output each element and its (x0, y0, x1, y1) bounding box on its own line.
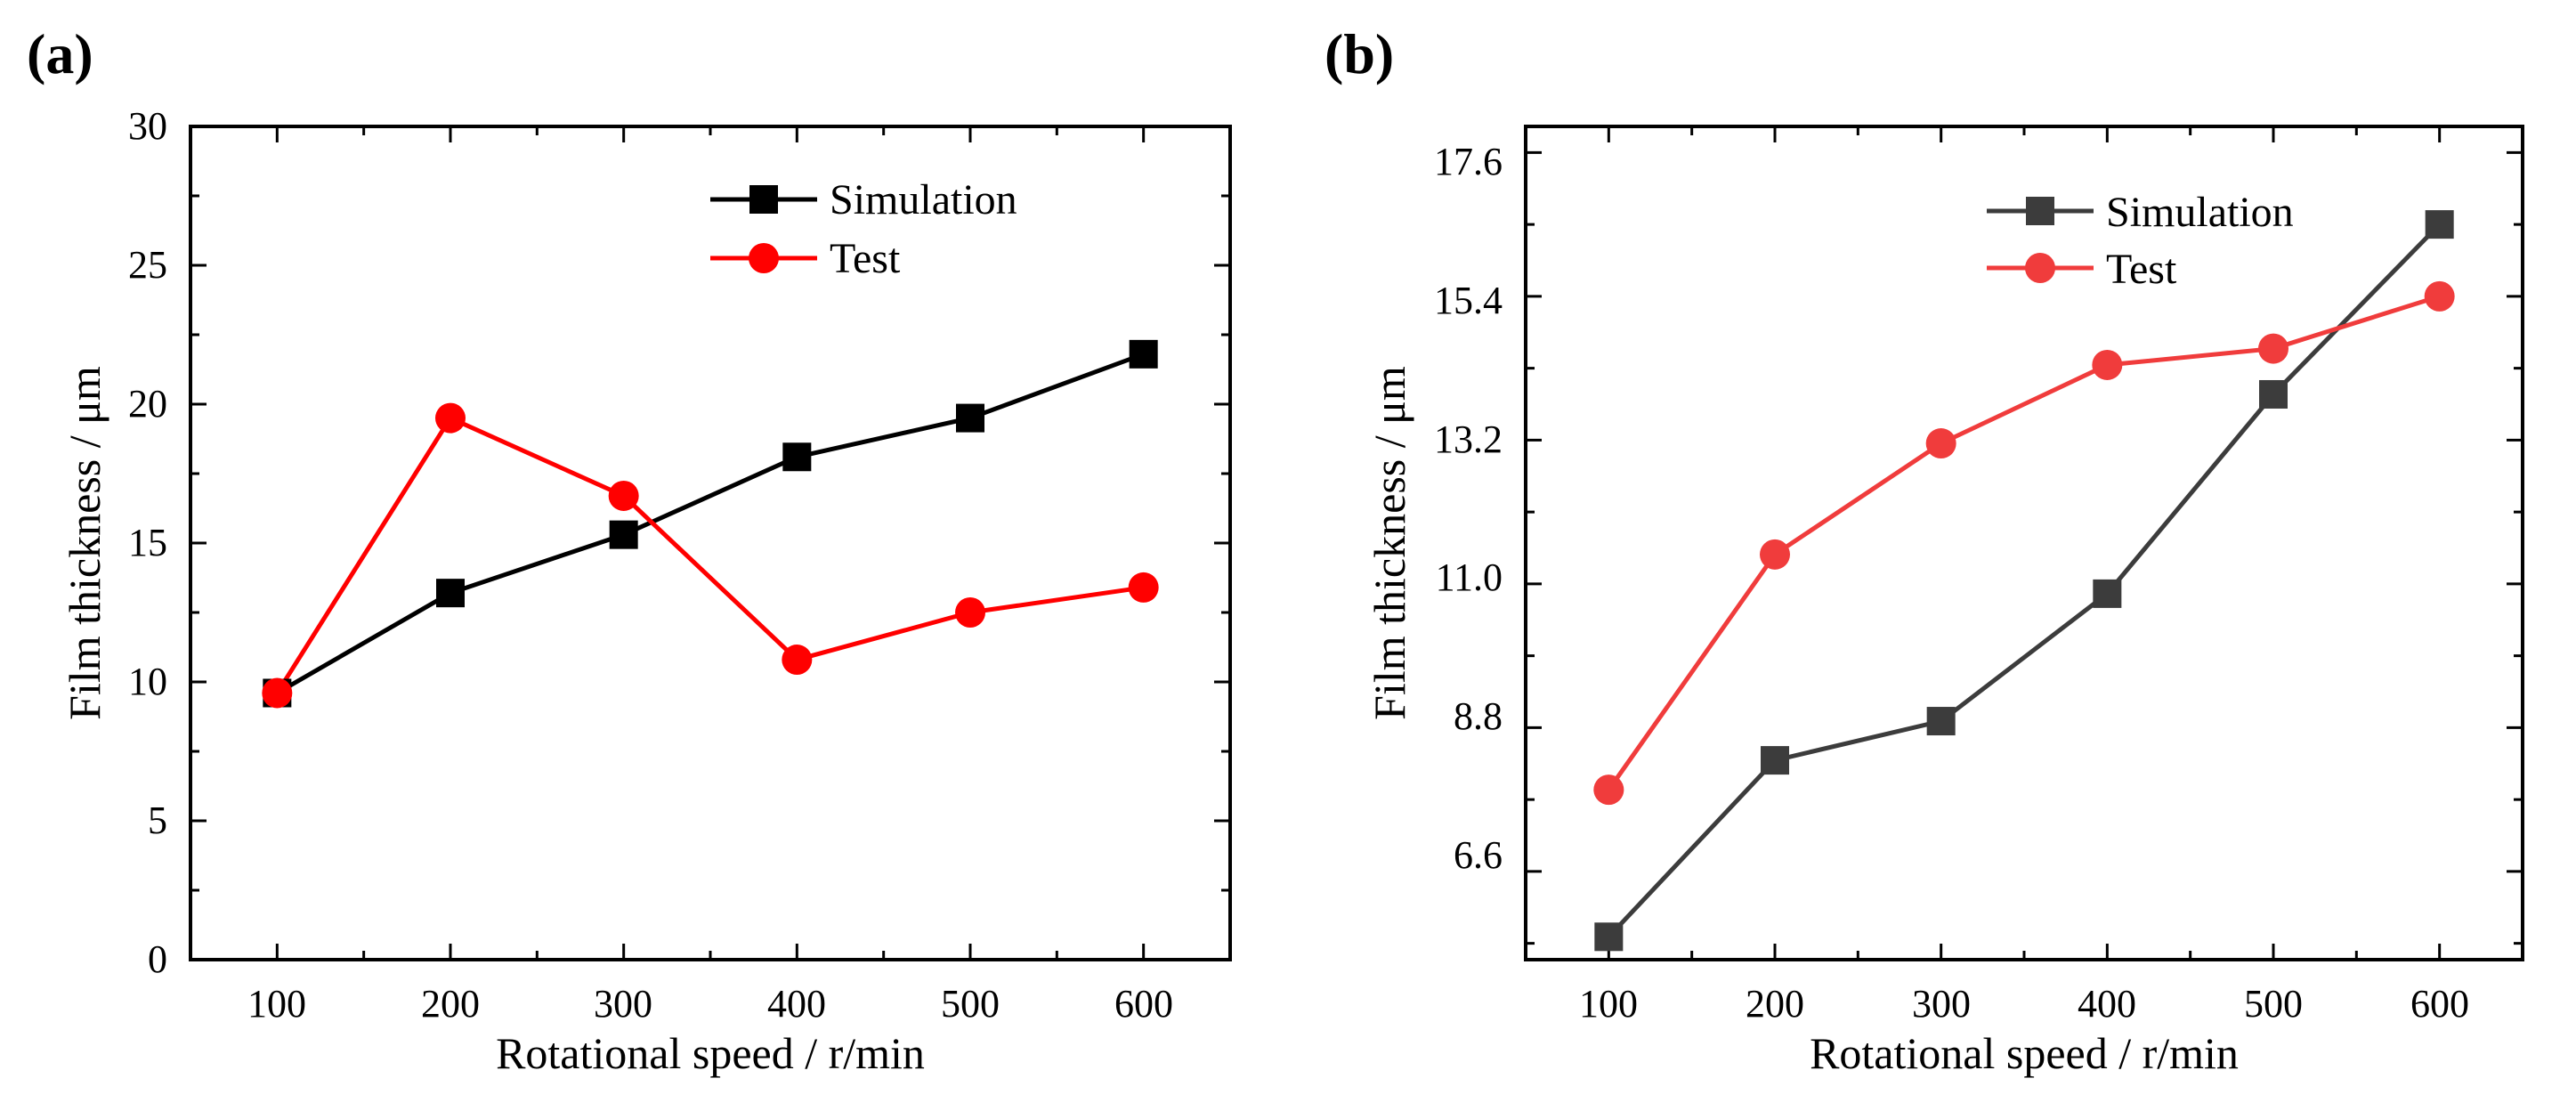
panel-label-b: (b) (1324, 22, 1394, 85)
legend-marker-square-a (749, 185, 778, 214)
x-tick-label: 500 (941, 982, 1000, 1026)
legend-marker-circle-b (2025, 253, 2055, 283)
x-tick-label: 200 (421, 982, 480, 1026)
legend-label-test-b: Test (2106, 246, 2177, 293)
x-tick-label: 300 (1912, 982, 1971, 1026)
data-point-test (2258, 333, 2288, 364)
x-tick-label: 400 (767, 982, 826, 1026)
y-tick-label: 15 (128, 521, 167, 564)
data-point-test (782, 645, 813, 676)
data-point-test (1760, 539, 1790, 570)
data-point-test (1593, 774, 1624, 806)
data-point-test (1925, 428, 1956, 459)
series-group-a (262, 339, 1159, 709)
legend-label-test-a: Test (830, 235, 901, 282)
x-tick-label: 100 (247, 982, 306, 1026)
y-tick-label: 25 (128, 243, 167, 287)
series-line-simulation-b (1607, 223, 2442, 939)
y-tick-label: 5 (148, 799, 167, 842)
y-tick-label: 20 (128, 382, 167, 426)
series-line-test-a (275, 415, 1145, 694)
data-point-simulation (956, 403, 984, 433)
chart-panel-b: (b) 6.6 8.8 11.0 13.2 15.4 17.6 100 200 … (1324, 22, 2524, 1078)
data-point-simulation (2093, 579, 2122, 608)
data-point-test (262, 677, 293, 709)
x-tick-label: 100 (1579, 982, 1638, 1026)
panel-label-a: (a) (27, 22, 93, 85)
data-point-simulation (609, 520, 638, 549)
data-point-simulation (2259, 379, 2288, 409)
legend-b: Simulation Test (1987, 189, 2294, 293)
legend-marker-square-b (2026, 197, 2054, 225)
y-tick-label: 10 (128, 660, 167, 703)
data-point-test (2424, 280, 2455, 312)
data-point-simulation (1129, 339, 1158, 369)
y-tick-label: 8.8 (1454, 694, 1503, 738)
data-point-simulation (2425, 210, 2454, 239)
x-tick-label: 600 (2410, 982, 2469, 1026)
data-point-test (2092, 349, 2123, 380)
legend-marker-circle-a (749, 243, 779, 273)
y-tick-label: 15.4 (1434, 279, 1503, 322)
data-point-simulation (782, 442, 812, 472)
plot-frame-a (189, 125, 1232, 961)
y-tick-label: 17.6 (1434, 140, 1503, 183)
y-tick-label: 6.6 (1454, 833, 1503, 877)
series-line-simulation-a (276, 352, 1145, 695)
data-point-simulation (1594, 922, 1624, 952)
series-group-b (1593, 210, 2455, 952)
y-tick-label: 0 (148, 937, 167, 981)
y-axis-label-a: Film thickness / μm (60, 366, 109, 720)
data-point-test (608, 480, 639, 511)
y-tick-label: 11.0 (1436, 556, 1503, 599)
data-point-simulation (1926, 707, 1956, 736)
data-point-simulation (436, 579, 465, 608)
plot-frame-b (1524, 125, 2524, 961)
x-axis-label-a: Rotational speed / r/min (496, 1028, 925, 1078)
x-tick-label: 500 (2244, 982, 2303, 1026)
data-point-test (1128, 572, 1159, 603)
legend-a: Simulation Test (710, 176, 1017, 282)
data-point-test (955, 597, 985, 628)
series-line-test-b (1607, 294, 2441, 791)
data-point-test (435, 402, 466, 434)
data-point-simulation (1761, 746, 1789, 775)
legend-label-simulation-a: Simulation (830, 176, 1017, 223)
y-axis-label-b: Film thickness / μm (1365, 366, 1414, 720)
x-tick-label: 400 (2078, 982, 2136, 1026)
x-tick-label: 200 (1746, 982, 1804, 1026)
x-axis-label-b: Rotational speed / r/min (1810, 1028, 2239, 1078)
legend-label-simulation-b: Simulation (2106, 189, 2294, 236)
tick-marks-b (1526, 126, 2523, 960)
tick-marks-a (190, 125, 1230, 961)
x-tick-label: 300 (594, 982, 652, 1026)
y-tick-label: 13.2 (1434, 418, 1503, 461)
x-tick-label: 600 (1114, 982, 1173, 1026)
y-tick-label: 30 (128, 104, 167, 148)
chart-panel-a: (a) 0 5 10 15 20 25 30 100 200 300 400 5… (27, 22, 1232, 1078)
